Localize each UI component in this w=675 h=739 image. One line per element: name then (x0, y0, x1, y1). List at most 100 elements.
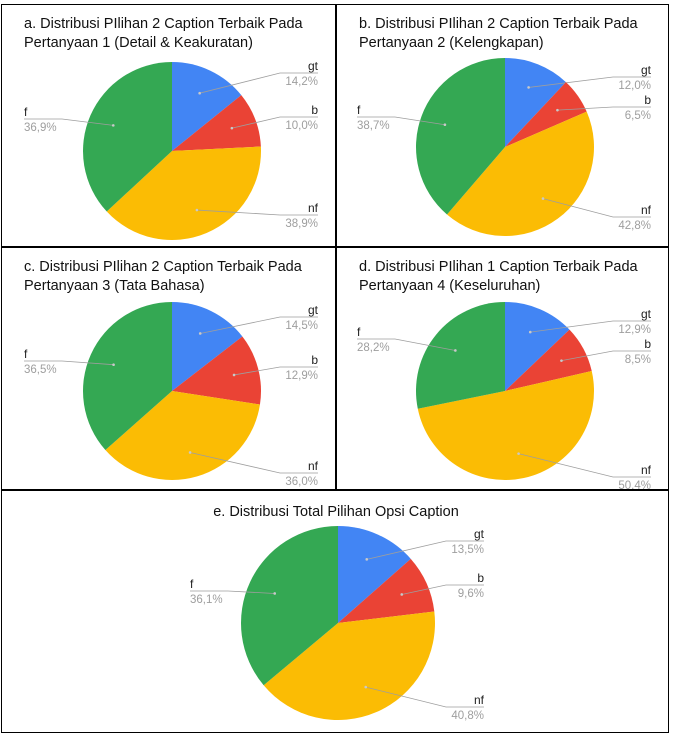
leader-dot-b (556, 108, 559, 112)
leader-dot-f (112, 363, 115, 366)
slice-value-nf: 50,4% (618, 480, 651, 489)
slice-value-f: 36,9% (24, 122, 57, 134)
leader-line-nf (518, 453, 651, 478)
pie-slice-f (83, 302, 172, 451)
leader-dot-f (111, 124, 115, 127)
slice-label-nf: nf (308, 459, 319, 473)
slice-label-gt: gt (641, 307, 652, 321)
slice-value-b: 6,5% (625, 110, 651, 122)
slice-value-gt: 12,9% (618, 324, 651, 336)
leader-line-b (233, 366, 318, 376)
slice-value-b: 9,6% (458, 588, 484, 600)
leader-dot-b (230, 126, 234, 130)
pie-slice-f (416, 302, 505, 409)
slice-label-b: b (644, 93, 651, 107)
slice-value-f: 36,5% (24, 364, 57, 376)
leader-dot-nf (541, 197, 545, 200)
leader-dot-gt (527, 86, 530, 89)
leader-line-gt (528, 76, 651, 88)
leader-line-gt (530, 320, 651, 333)
pie-chart: gt 12,0%b 6,5% nf 42,8% f 38,7% (357, 58, 652, 236)
leader-line-gt (199, 72, 318, 94)
leader-dot-nf (364, 685, 368, 689)
slice-label-f: f (357, 103, 361, 117)
chart-panel-b: b. Distribusi PIlihan 2 Caption Terbaik … (336, 4, 669, 247)
slice-label-nf: nf (474, 693, 485, 707)
leader-line-nf (189, 452, 318, 474)
pie-slice-b (172, 95, 261, 151)
slice-value-f: 36,1% (190, 594, 223, 606)
slice-label-nf: nf (641, 203, 652, 217)
pie-slice-b (172, 336, 261, 405)
leader-dot-nf (188, 451, 192, 454)
slice-value-nf: 42,8% (618, 220, 651, 232)
leader-dot-gt (365, 558, 369, 561)
slice-label-gt: gt (474, 527, 485, 541)
leader-dot-nf (195, 208, 199, 212)
slice-value-b: 12,9% (285, 370, 318, 382)
leader-line-b (561, 350, 651, 362)
slice-value-gt: 14,2% (285, 76, 318, 88)
slice-label-f: f (24, 105, 28, 119)
leader-dot-f (454, 349, 457, 352)
chart-title-line: Pertanyaan 3 (Tata Bahasa) (24, 278, 205, 294)
leader-dot-b (400, 593, 404, 596)
chart-title-line: b. Distribusi PIlihan 2 Caption Terbaik … (359, 16, 638, 32)
slice-value-nf: 36,0% (285, 476, 318, 488)
slice-label-b: b (311, 103, 318, 117)
slice-value-gt: 13,5% (451, 544, 484, 556)
chart-title-line: e. Distribusi Total Pilihan Opsi Caption (213, 504, 459, 520)
leader-line-f (24, 118, 114, 126)
pie-chart: gt 14,2% b 10,0% nf 38,9% f 36,9% (24, 59, 319, 241)
chart-title: a. Distribusi PIlihan 2 Caption Terbaik … (24, 15, 303, 53)
pie-slice-gt (338, 526, 411, 623)
pie-slice-f (240, 526, 338, 686)
slice-value-gt: 14,5% (285, 320, 318, 332)
leader-dot-f (273, 592, 277, 595)
leader-line-b (557, 106, 651, 111)
chart-title-line: Pertanyaan 1 (Detail & Keakuratan) (24, 35, 253, 51)
leader-dot-b (232, 373, 236, 377)
pie-slice-b (505, 82, 587, 147)
slice-label-f: f (190, 577, 194, 591)
pie-slice-f (83, 62, 172, 212)
chart-panel-d: d. Distribusi PIlihan 1 Caption Terbaik … (336, 247, 669, 490)
slice-value-f: 28,2% (357, 342, 390, 354)
leader-dot-f (443, 123, 447, 127)
chart-title: e. Distribusi Total Pilihan Opsi Caption (2, 503, 670, 522)
slice-label-gt: gt (641, 63, 652, 77)
slice-value-b: 8,5% (625, 354, 651, 366)
slice-value-nf: 38,9% (285, 218, 318, 230)
leader-line-gt (200, 316, 318, 334)
slice-label-f: f (24, 347, 28, 361)
chart-title: c. Distribusi PIlihan 2 Caption Terbaik … (24, 258, 302, 296)
pie-slice-nf (105, 391, 260, 480)
pie-slice-nf (417, 371, 594, 481)
pie-slice-b (505, 329, 592, 391)
leader-line-nf (196, 209, 318, 216)
slice-label-gt: gt (308, 59, 319, 73)
leader-line-gt (366, 540, 484, 560)
chart-title: b. Distribusi PIlihan 2 Caption Terbaik … (359, 15, 638, 53)
pie-chart: gt 14,5% b 12,9% nf 36,0% f 36,5% (24, 302, 319, 488)
pie-slice-nf (446, 111, 594, 236)
chart-title-line: c. Distribusi PIlihan 2 Caption Terbaik … (24, 259, 302, 275)
leader-line-nf (542, 198, 651, 218)
pie-slice-gt (172, 62, 242, 151)
slice-value-b: 10,0% (285, 120, 318, 132)
pie-chart: gt 13,5% b 9,6% nf 40,8% f 36,1% (190, 526, 485, 722)
pie-slice-b (338, 558, 435, 623)
pie-slice-gt (505, 58, 566, 147)
slice-label-b: b (644, 337, 651, 351)
pie-slice-f (416, 58, 505, 215)
slice-label-nf: nf (308, 201, 319, 215)
chart-title-line: d. Distribusi PIlihan 1 Caption Terbaik … (359, 259, 638, 275)
leader-line-nf (365, 686, 484, 708)
leader-line-f (357, 338, 456, 351)
leader-line-b (231, 116, 318, 129)
pie-chart: gt 12,9%b 8,5% nf 50,4% f 28,2% (357, 302, 652, 489)
leader-dot-nf (517, 452, 520, 455)
slice-value-gt: 12,0% (618, 80, 651, 92)
leader-line-f (190, 590, 275, 594)
